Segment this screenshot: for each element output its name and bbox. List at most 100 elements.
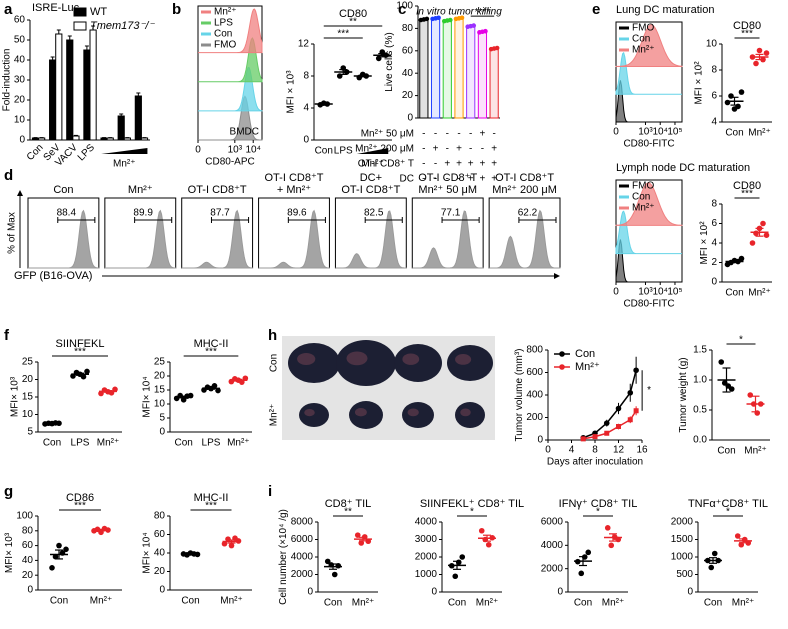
data-point (358, 540, 365, 546)
data-point (365, 538, 372, 545)
gate-value: 82.5 (364, 208, 384, 219)
chart-title: TNFα⁺CD8⁺ TIL (688, 498, 768, 510)
x-tick-label: Mn²⁺ (90, 596, 113, 607)
y-tick-label: 2000 (671, 517, 694, 528)
y-tick-label: 60 (402, 45, 414, 56)
y-tick-label: 30 (14, 75, 26, 86)
x-tick-label: Con (43, 438, 61, 449)
y-tick-label: 4 (711, 117, 717, 128)
subplot-title: DC+ (360, 172, 382, 184)
x-tick-label: LPS (76, 142, 97, 163)
histogram-curve (258, 209, 330, 269)
bar (489, 48, 499, 119)
condition-mark: - (446, 174, 449, 185)
row-label: Mn²⁺ (269, 404, 280, 427)
chart-title: CD8⁺ TIL (325, 498, 372, 510)
y-tick-label: 5 (27, 427, 33, 438)
y-tick-label: 100 (16, 511, 33, 522)
subplot-title: OT-I CD8⁺T (495, 172, 554, 184)
y-tick-label: 10 (22, 409, 34, 420)
chart-title: Lung DC maturation (616, 4, 714, 16)
bar (442, 20, 452, 119)
row-label: Con (269, 354, 280, 372)
panel-letter: h (268, 327, 277, 344)
histogram-curve (198, 8, 263, 54)
tumor-highlight (297, 353, 316, 365)
significance-label: * (596, 507, 600, 518)
x-tick-label: 0 (613, 127, 619, 138)
data-point (738, 255, 745, 262)
legend-label: FMO (632, 181, 654, 192)
condition-mark: - (422, 129, 425, 140)
y-tick-label: 4000 (291, 552, 314, 563)
condition-mark: - (422, 159, 425, 170)
marker (615, 405, 622, 412)
condition-mark: - (422, 144, 425, 155)
data-point (478, 527, 485, 534)
condition-mark: - (434, 174, 437, 185)
data-point (485, 541, 492, 548)
histogram-curve (615, 182, 683, 226)
data-point (452, 573, 459, 580)
marker (633, 408, 639, 414)
x-tick-label: Mn²⁺ (744, 446, 767, 457)
legend-label: Con (214, 29, 232, 40)
y-tick-label: 0 (557, 587, 563, 598)
bar (100, 137, 108, 141)
legend-label: FMO (632, 23, 654, 34)
x-tick-label: Con (25, 142, 46, 163)
significance-label: *** (205, 347, 217, 358)
tumor (447, 345, 493, 381)
y-tick-label: 20 (22, 374, 34, 385)
y-axis-label: Fold-induction (1, 49, 12, 112)
y-tick-label: 2000 (541, 563, 564, 574)
histogram-curve (615, 51, 682, 95)
x-axis-label: Days after inoculation (547, 457, 643, 468)
chart-title: MHC-II (194, 492, 229, 504)
condition-label: OT-I CD8⁺ T (358, 159, 414, 170)
y-tick-label: 15 (154, 385, 166, 396)
legend-label: Mn²⁺ (575, 361, 600, 373)
marker (580, 436, 586, 442)
bar (117, 115, 125, 141)
data-point (711, 550, 718, 557)
y-tick-label: 25 (154, 357, 166, 368)
tumor-highlight (354, 408, 367, 417)
x-tick-label: Con (50, 596, 68, 607)
legend-swatch (73, 7, 87, 17)
x-tick-label: Con (725, 128, 743, 139)
bar (430, 17, 441, 119)
condition-mark: - (457, 174, 460, 185)
y-tick-label: 2000 (291, 569, 314, 580)
data-point (424, 16, 430, 22)
tumor (455, 402, 485, 428)
data-point (221, 540, 228, 547)
y-tick-label: 20 (154, 371, 166, 382)
bar (72, 135, 80, 141)
arrow-head (17, 190, 23, 196)
chart-title: CD80 (339, 8, 367, 20)
y-tick-label: 0 (407, 113, 413, 124)
data-point (52, 553, 59, 560)
chart-title: MHC-II (194, 338, 229, 350)
histogram-curve (28, 209, 100, 269)
x-tick-label: Mn²⁺ (227, 438, 250, 449)
tumor-highlight (304, 409, 315, 417)
x-tick-label: LPS (71, 438, 90, 449)
panel-letter: f (4, 327, 10, 344)
y-tick-label: 40 (14, 55, 26, 66)
significance-label: **** (475, 7, 491, 18)
condition-label: Mn²⁺ 200 μM (355, 144, 414, 155)
condition-mark: - (481, 144, 484, 155)
tumor-highlight (460, 408, 471, 417)
data-point (728, 386, 735, 392)
chart-title: SIINFEKL⁺ CD8⁺ TIL (420, 498, 524, 510)
y-axis-label: MFI× 10⁴ (141, 532, 152, 573)
y-tick-label: 2 (711, 257, 717, 268)
y-tick-label: 20 (14, 95, 26, 106)
legend-marker (559, 351, 565, 357)
chart-title: CD86 (66, 492, 94, 504)
y-tick-label: 60 (154, 529, 166, 540)
significance-label: *** (741, 29, 753, 40)
y-tick-label: 0 (159, 585, 165, 596)
